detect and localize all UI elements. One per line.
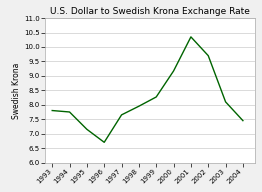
Y-axis label: Swedish Krona: Swedish Krona bbox=[12, 62, 21, 118]
Title: U.S. Dollar to Swedish Krona Exchange Rate: U.S. Dollar to Swedish Krona Exchange Ra… bbox=[50, 7, 250, 16]
